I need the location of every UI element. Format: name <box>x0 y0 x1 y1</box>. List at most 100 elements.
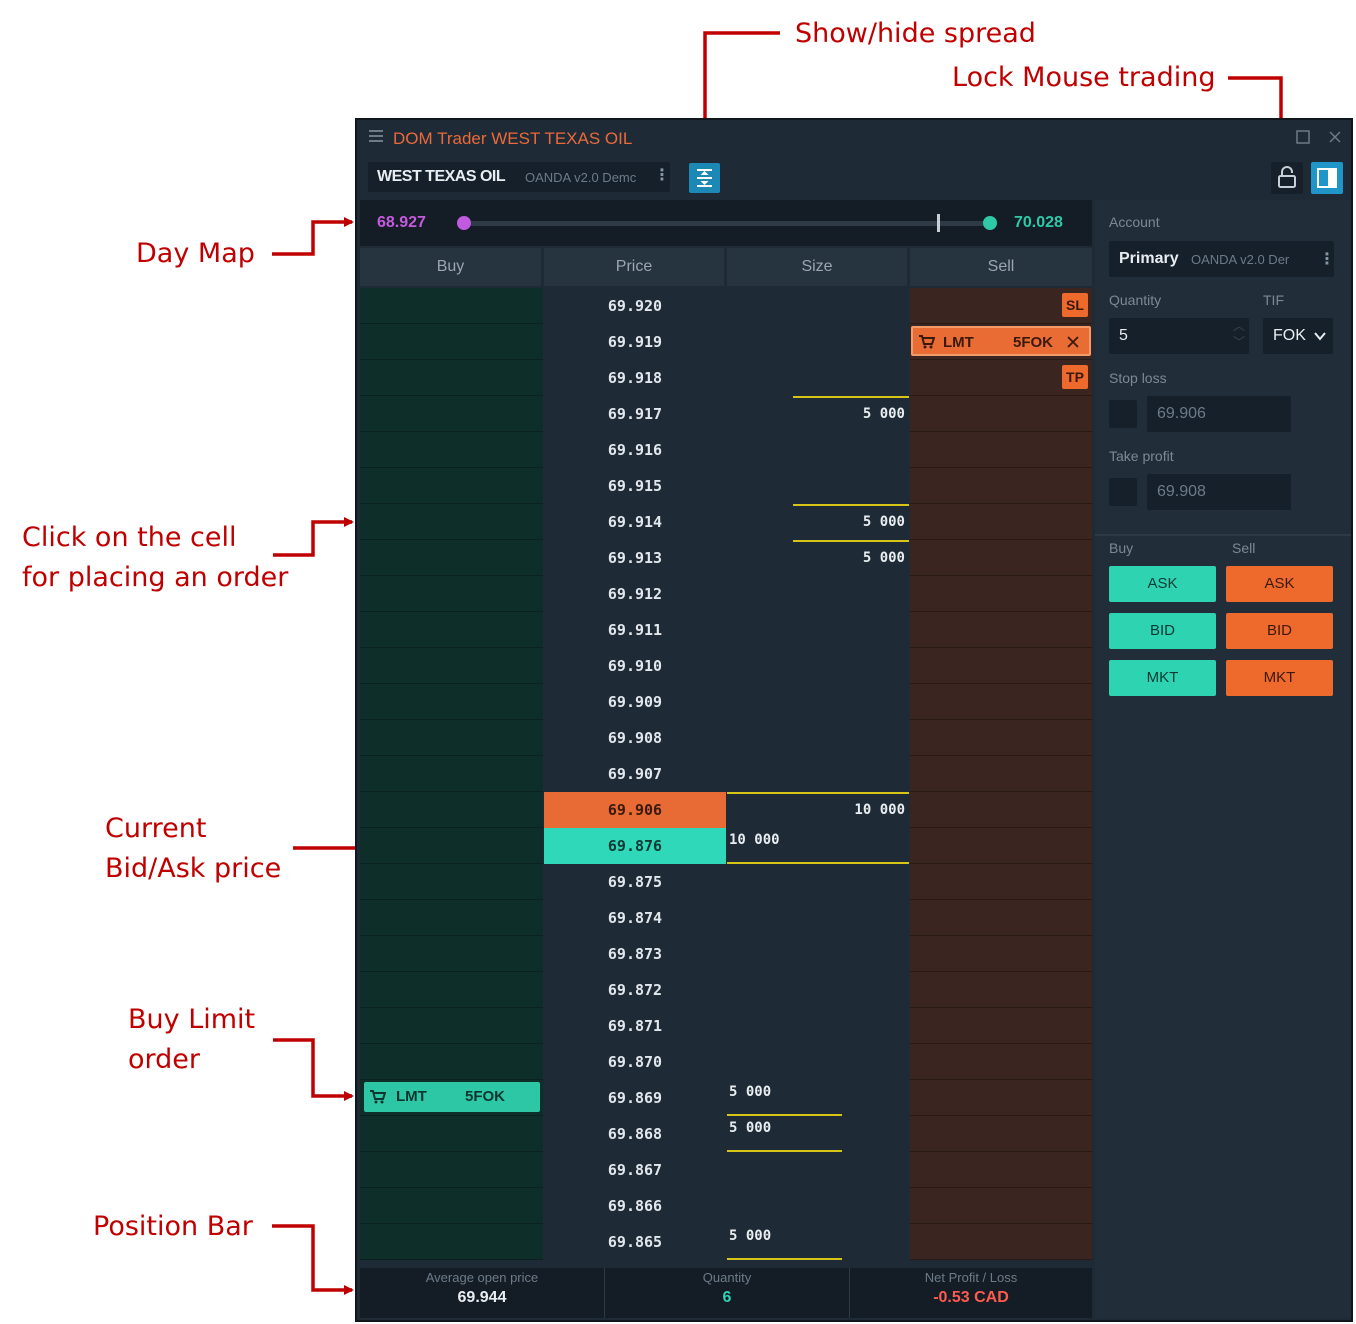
show-hide-spread-button[interactable] <box>689 163 720 193</box>
best-bid-price[interactable]: 69.876 <box>544 828 726 864</box>
buy-cell[interactable] <box>360 432 543 468</box>
sell-cell[interactable]: TP <box>910 360 1092 396</box>
buy-ask-button[interactable]: ASK <box>1109 566 1216 602</box>
sell-cell[interactable] <box>910 576 1092 612</box>
stop-loss-tag[interactable]: SL <box>1062 293 1088 317</box>
maximize-icon[interactable] <box>1295 129 1311 149</box>
buy-cell[interactable] <box>360 756 543 792</box>
sell-cell[interactable] <box>910 936 1092 972</box>
buy-cell[interactable] <box>360 792 543 828</box>
buy-cell[interactable] <box>360 324 543 360</box>
price-cell[interactable]: 69.867 <box>607 1161 663 1179</box>
price-cell[interactable]: 69.908 <box>607 729 663 747</box>
buy-cell[interactable] <box>360 1008 543 1044</box>
buy-cell[interactable] <box>360 900 543 936</box>
buy-cell[interactable] <box>360 648 543 684</box>
buy-cell[interactable] <box>360 684 543 720</box>
sell-cell[interactable] <box>910 432 1092 468</box>
sell-cell[interactable] <box>910 900 1092 936</box>
price-cell[interactable]: 69.873 <box>607 945 663 963</box>
buy-cell[interactable] <box>360 1152 543 1188</box>
buy-cell[interactable] <box>360 972 543 1008</box>
price-cell[interactable]: 69.913 <box>607 549 663 567</box>
sell-cell[interactable] <box>910 972 1092 1008</box>
buy-cell[interactable]: LMT 5FOK <box>360 1080 543 1116</box>
account-selector[interactable]: Primary OANDA v2.0 Der ⋮ <box>1109 241 1335 277</box>
buy-cell[interactable] <box>360 612 543 648</box>
quantity-input[interactable]: 5 ︿ ﹀ <box>1109 318 1249 354</box>
price-cell[interactable]: 69.870 <box>607 1053 663 1071</box>
sell-cell[interactable] <box>910 540 1092 576</box>
sell-cell[interactable] <box>910 684 1092 720</box>
sell-cell[interactable] <box>910 1008 1092 1044</box>
sell-cell[interactable] <box>910 1188 1092 1224</box>
sell-cell[interactable] <box>910 504 1092 540</box>
sell-cell[interactable] <box>910 396 1092 432</box>
buy-cell[interactable] <box>360 828 543 864</box>
sell-cell[interactable] <box>910 1152 1092 1188</box>
sell-bid-button[interactable]: BID <box>1226 613 1333 649</box>
price-cell[interactable]: 69.909 <box>607 693 663 711</box>
sell-cell[interactable] <box>910 864 1092 900</box>
sell-market-button[interactable]: MKT <box>1226 660 1333 696</box>
take-profit-input[interactable]: 69.908 <box>1147 474 1291 510</box>
best-ask-price[interactable]: 69.906 <box>544 792 726 828</box>
price-cell[interactable]: 69.912 <box>607 585 663 603</box>
sell-cell[interactable] <box>910 1116 1092 1152</box>
sell-cell[interactable] <box>910 612 1092 648</box>
price-cell[interactable]: 69.875 <box>607 873 663 891</box>
price-cell[interactable]: 69.917 <box>607 405 663 423</box>
sell-cell[interactable] <box>910 792 1092 828</box>
sell-cell[interactable] <box>910 720 1092 756</box>
price-cell[interactable]: 69.871 <box>607 1017 663 1035</box>
price-cell[interactable]: 69.911 <box>607 621 663 639</box>
sell-ask-button[interactable]: ASK <box>1226 566 1333 602</box>
price-cell[interactable]: 69.916 <box>607 441 663 459</box>
tif-select[interactable]: FOK <box>1263 318 1333 354</box>
buy-cell[interactable] <box>360 540 543 576</box>
buy-cell[interactable] <box>360 1224 543 1260</box>
buy-cell[interactable] <box>360 864 543 900</box>
sell-cell[interactable] <box>910 468 1092 504</box>
sell-cell[interactable] <box>910 828 1092 864</box>
sell-cell[interactable] <box>910 648 1092 684</box>
buy-cell[interactable] <box>360 720 543 756</box>
symbol-selector[interactable]: WEST TEXAS OIL OANDA v2.0 Demc ⋮ <box>368 162 670 192</box>
price-cell[interactable]: 69.914 <box>607 513 663 531</box>
stop-loss-checkbox[interactable] <box>1109 400 1137 428</box>
buy-cell[interactable] <box>360 936 543 972</box>
sell-limit-order[interactable]: LMT 5FOK <box>911 326 1091 356</box>
quantity-stepper-icon[interactable]: ︿ ﹀ <box>1232 319 1245 349</box>
stop-loss-input[interactable]: 69.906 <box>1147 396 1291 432</box>
price-cell[interactable]: 69.920 <box>607 297 663 315</box>
sell-cell[interactable] <box>910 1080 1092 1116</box>
sell-cell[interactable] <box>910 1044 1092 1080</box>
buy-cell[interactable] <box>360 360 543 396</box>
buy-cell[interactable] <box>360 1188 543 1224</box>
sell-cell[interactable] <box>910 756 1092 792</box>
toggle-order-panel-button[interactable] <box>1311 162 1343 194</box>
price-cell[interactable]: 69.865 <box>607 1233 663 1251</box>
buy-cell[interactable] <box>360 468 543 504</box>
price-cell[interactable]: 69.910 <box>607 657 663 675</box>
buy-market-button[interactable]: MKT <box>1109 660 1216 696</box>
lock-mouse-trading-button[interactable] <box>1271 162 1303 194</box>
account-more-icon[interactable]: ⋮ <box>1319 249 1335 268</box>
price-cell[interactable]: 69.872 <box>607 981 663 999</box>
buy-limit-order[interactable]: LMT 5FOK <box>364 1082 540 1112</box>
price-cell[interactable]: 69.874 <box>607 909 663 927</box>
symbol-more-icon[interactable]: ⋮ <box>654 165 670 184</box>
hamburger-menu-icon[interactable] <box>369 130 383 144</box>
price-cell[interactable]: 69.918 <box>607 369 663 387</box>
price-cell[interactable]: 69.919 <box>607 333 663 351</box>
buy-cell[interactable] <box>360 396 543 432</box>
sell-cell[interactable]: LMT 5FOK <box>910 324 1092 360</box>
price-cell[interactable]: 69.915 <box>607 477 663 495</box>
price-cell[interactable]: 69.868 <box>607 1125 663 1143</box>
sell-cell[interactable] <box>910 1224 1092 1260</box>
take-profit-checkbox[interactable] <box>1109 478 1137 506</box>
price-cell[interactable]: 69.866 <box>607 1197 663 1215</box>
buy-cell[interactable] <box>360 504 543 540</box>
sell-cell[interactable]: SL <box>910 288 1092 324</box>
buy-cell[interactable] <box>360 576 543 612</box>
